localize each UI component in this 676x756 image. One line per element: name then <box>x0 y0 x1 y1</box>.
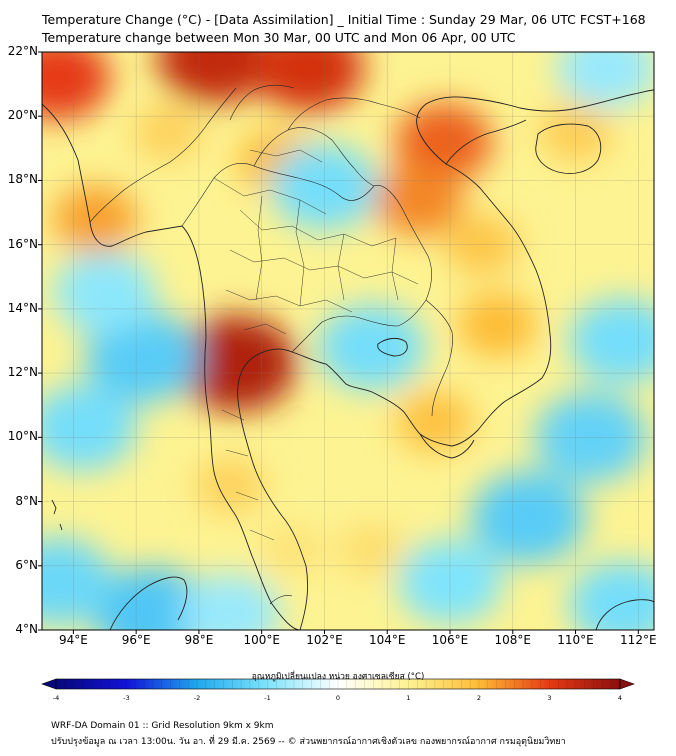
colorbar-tick: -4 <box>52 694 60 702</box>
national-borders <box>89 84 453 605</box>
field-anomaly <box>180 573 281 630</box>
field-anomaly <box>253 52 364 113</box>
field-anomaly <box>84 311 200 404</box>
field-anomaly <box>42 537 113 626</box>
field-anomaly <box>195 457 266 514</box>
lat-label: 8°N <box>15 493 38 508</box>
temperature-change-map <box>38 51 655 690</box>
field-anomaly <box>176 315 297 412</box>
colorbar-tick: 4 <box>617 694 623 702</box>
gulf-of-tonkin-coast <box>445 119 527 165</box>
field-anomaly <box>52 184 138 253</box>
colorbar-title: อุณหภูมิเปลี่ยนแปลง หน่วย องศาเซลเซียส (… <box>251 672 425 682</box>
lon-label: 108°E <box>494 633 532 647</box>
lat-label: 10°N <box>7 429 38 444</box>
axis-ticks <box>38 51 639 634</box>
lon-label: 104°E <box>368 633 406 647</box>
borneo-coast <box>595 599 654 630</box>
lat-label: 12°N <box>7 365 38 380</box>
lat-label: 4°N <box>15 622 38 636</box>
map-title: Temperature Change (°C) - [Data Assimila… <box>42 12 646 27</box>
lon-label: 94°E <box>58 633 88 647</box>
lat-label: 6°N <box>15 557 38 572</box>
lon-label: 106°E <box>431 633 469 647</box>
colorbar-tick: 1 <box>406 694 411 702</box>
field-anomaly <box>339 523 405 576</box>
field-anomaly <box>261 524 325 575</box>
lat-label: 16°N <box>7 236 38 251</box>
field-anomaly <box>457 292 538 357</box>
field-anomaly <box>470 471 586 564</box>
field-anomaly <box>568 561 654 630</box>
hainan-island <box>535 123 602 174</box>
field-anomaly <box>397 539 503 624</box>
tonle-sap-lake <box>377 337 408 357</box>
lon-label: 96°E <box>121 633 151 647</box>
mainland-coastline <box>42 89 654 630</box>
lon-label: 100°E <box>243 633 280 647</box>
field-anomaly <box>534 392 648 483</box>
map-frame <box>41 51 655 631</box>
field-anomaly <box>53 251 157 334</box>
colorbar-group <box>41 678 635 690</box>
temperature-field <box>42 52 654 630</box>
field-anomaly <box>395 390 474 453</box>
colorbar-segments <box>64 679 612 689</box>
mekong-delta <box>419 433 475 459</box>
colorbar-tick: 3 <box>547 694 552 702</box>
field-anomaly <box>42 52 111 120</box>
colorbar-max-arrow <box>619 678 635 690</box>
andaman-islands <box>51 499 63 531</box>
lon-label: 110°E <box>557 633 594 647</box>
field-anomaly <box>556 52 654 109</box>
graticule <box>42 52 654 630</box>
lon-label: 102°E <box>306 633 343 647</box>
colorbar-tick: 0 <box>335 694 341 702</box>
colorbar-tick: -2 <box>193 694 201 702</box>
lat-label: 18°N <box>7 172 38 187</box>
colorbar-tick: -1 <box>264 694 271 702</box>
sumatra-coast <box>109 576 188 630</box>
lat-label: 22°N <box>7 44 38 58</box>
coastlines-borders <box>42 84 654 630</box>
field-anomaly <box>539 103 612 162</box>
map-subtitle: Temperature change between Mon 30 Mar, 0… <box>42 30 516 45</box>
lon-label: 112°E <box>620 633 657 647</box>
footer-credit: ปรับปรุงข้อมูล ณ เวลา 13:00น. วัน อา. ที… <box>51 737 566 747</box>
lat-label: 20°N <box>7 108 38 123</box>
field-anomaly <box>157 52 273 105</box>
field-anomaly <box>568 298 654 384</box>
lon-label: 98°E <box>184 633 214 647</box>
province-borders <box>213 149 419 541</box>
field-anomaly <box>443 214 519 275</box>
field-anomaly <box>373 163 464 236</box>
colorbar-tick: 2 <box>476 694 482 702</box>
field-anomaly <box>132 104 203 161</box>
field-anomaly <box>394 102 493 181</box>
lat-label: 14°N <box>7 300 38 315</box>
field-anomaly <box>42 384 137 471</box>
footer-model-info: WRF-DA Domain 01 :: Grid Resolution 9km … <box>51 721 274 731</box>
colorbar-tick: -3 <box>123 694 130 702</box>
